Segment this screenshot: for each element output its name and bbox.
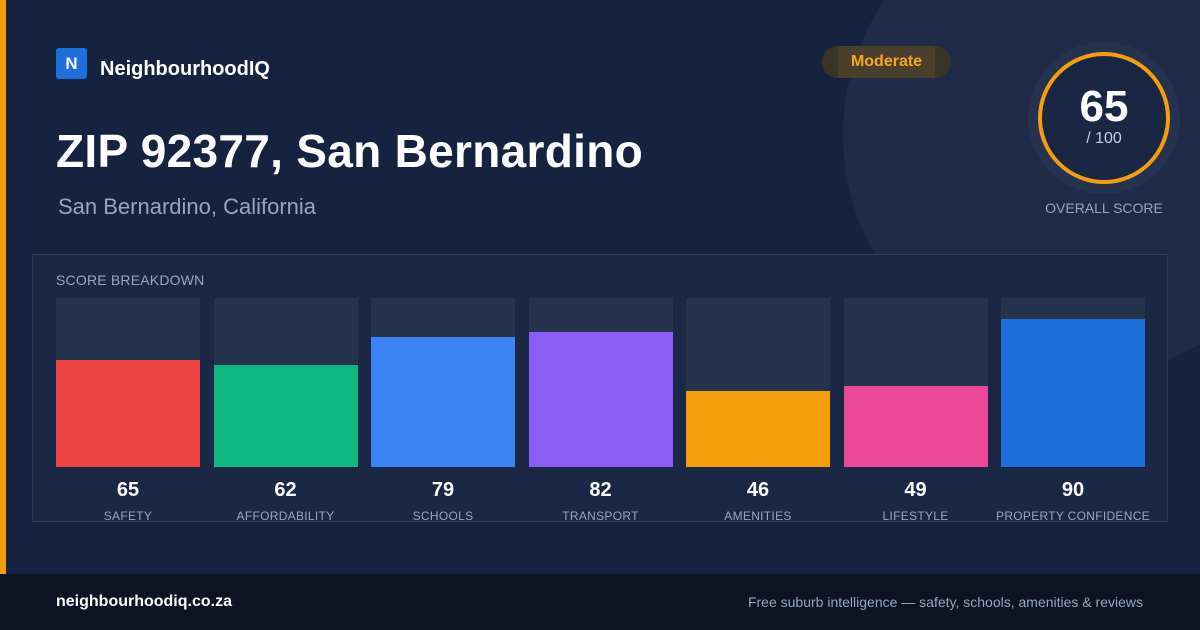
page-title: ZIP 92377, San Bernardino [56,125,643,177]
bar-value: 49 [904,479,927,501]
bar-value: 62 [274,479,297,501]
footer-domain: neighbourhoodiq.co.za [56,593,232,610]
overall-score-max: / 100 [1086,130,1122,147]
bar-amenities [686,391,830,467]
bar-label: PROPERTY CONFIDENCE [996,509,1150,523]
rating-badge-label: Moderate [850,53,923,70]
bar-track [528,298,673,467]
bar-value: 65 [116,479,140,501]
bar-track [686,298,830,467]
score-ring-progress [1038,52,1170,184]
bar-label: AMENITIES [724,509,792,523]
bar-track [213,298,358,467]
score-card: N NeighbourhoodIQ Moderate ZIP 92377, Sa… [0,0,1180,574]
brand-name: NeighbourhoodIQ [100,58,270,80]
bar-label: LIFESTYLE [882,509,949,523]
bar-label: SAFETY [103,509,153,523]
bar-lifestyle [843,386,988,467]
accent-stripe [0,0,6,574]
bar-affordability [213,365,358,467]
overall-score-value: 65 [1079,82,1129,131]
footer: neighbourhoodiq.co.za Free suburb intell… [0,574,1200,630]
bar-transport [528,332,673,467]
bar-schools [371,337,515,467]
bar-property-confidence [1001,319,1145,467]
brand-logo-icon: N [56,48,87,79]
bar-track [371,298,515,467]
breakdown-heading: SCORE BREAKDOWN [56,272,205,288]
bar-track [843,298,988,467]
footer-tagline: Free suburb intelligence — safety, schoo… [747,594,1143,610]
bar-value: 82 [589,479,612,501]
bar-track [56,298,200,467]
brand: N NeighbourhoodIQ [56,46,270,81]
bar-value: 46 [746,479,770,501]
bar-label: AFFORDABILITY [236,509,335,523]
overall-score-ring: 65 / 100 [1028,42,1180,194]
rating-badge: Moderate [822,46,951,78]
score-breakdown-panel: SCORE BREAKDOWN 65 SAFETY 62 AFFORDABILITY 7… [32,254,1168,523]
bar-value: 90 [1061,479,1085,501]
bar-safety [56,360,200,467]
bar-label: SCHOOLS [412,509,474,523]
location-subtitle: San Bernardino, California [58,194,317,219]
bar-label: TRANSPORT [562,509,639,523]
overall-score-caption: OVERALL SCORE [1045,200,1163,216]
bar-track [1001,298,1145,467]
bar-value: 79 [431,479,455,501]
